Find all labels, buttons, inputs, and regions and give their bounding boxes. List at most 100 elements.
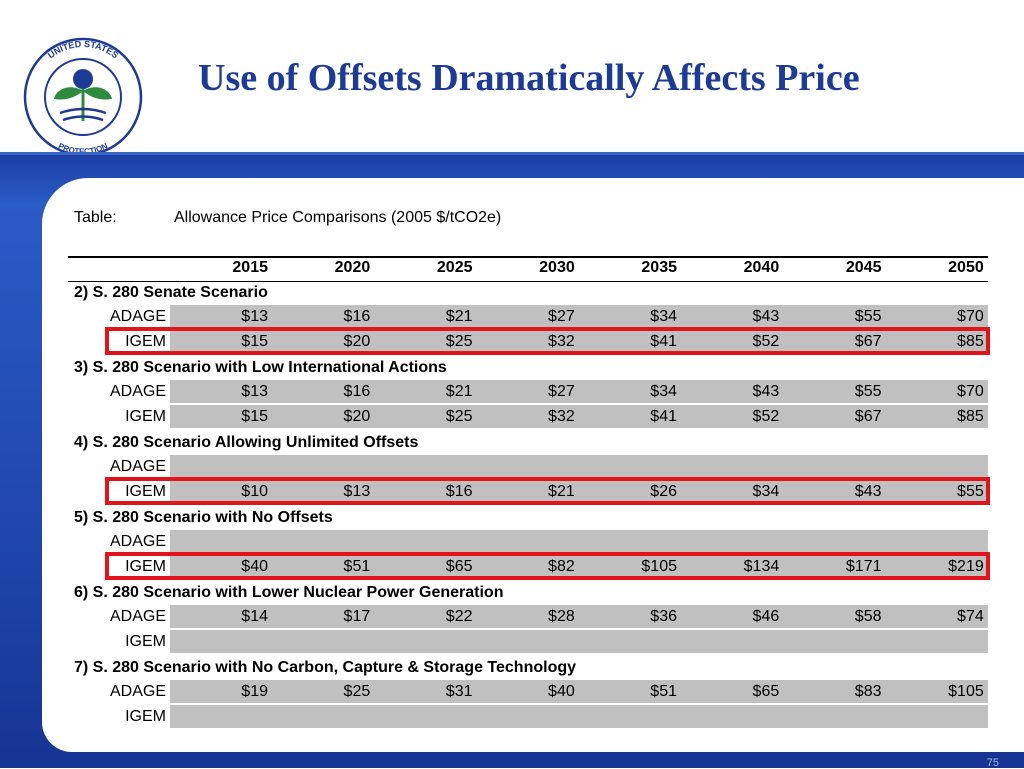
row-shading bbox=[170, 330, 988, 353]
price-cell: $219 bbox=[948, 558, 984, 575]
table-row: ADAGE $19 $25 $31 $40 $51 $65 $83 $105 bbox=[0, 680, 1024, 703]
row-shading bbox=[170, 380, 988, 403]
table-row: ADAGE $14 $17 $22 $28 $36 $46 $58 $74 bbox=[0, 605, 1024, 628]
price-cell: $51 bbox=[650, 683, 677, 700]
price-cell: $28 bbox=[548, 608, 575, 625]
price-cell: $55 bbox=[957, 483, 984, 500]
price-cell: $83 bbox=[854, 683, 882, 700]
price-cell: $13 bbox=[343, 483, 371, 500]
price-cell: $27 bbox=[548, 383, 575, 400]
section-title: 7) S. 280 Scenario with No Carbon, Captu… bbox=[74, 659, 577, 676]
year-header: 2020 bbox=[334, 259, 371, 276]
table-row: IGEM $10 $13 $16 $21 $26 $34 $43 $55 bbox=[0, 480, 1024, 503]
price-cell: $34 bbox=[650, 383, 677, 400]
row-model-label: IGEM bbox=[125, 708, 166, 725]
year-header: 2035 bbox=[641, 259, 677, 276]
price-cell: $52 bbox=[752, 408, 780, 425]
price-cell: $58 bbox=[854, 608, 882, 625]
row-shading bbox=[170, 705, 988, 728]
price-cell: $16 bbox=[343, 308, 371, 325]
table-row: IGEM $15 $20 $25 $32 $41 $52 $67 $85 bbox=[0, 330, 1024, 353]
table-caption-label: Table: bbox=[74, 209, 117, 226]
price-cell: $67 bbox=[854, 333, 882, 350]
row-model-label: IGEM bbox=[125, 558, 166, 575]
table-caption: Table: Allowance Price Comparisons (2005 … bbox=[74, 209, 501, 227]
price-cell: $13 bbox=[241, 383, 268, 400]
price-cell: $26 bbox=[650, 483, 677, 500]
price-cell: $25 bbox=[343, 683, 371, 700]
table-row: ADAGE $13 $16 $21 $27 $34 $43 $55 $70 bbox=[0, 305, 1024, 328]
section-title: 4) S. 280 Scenario Allowing Unlimited Of… bbox=[74, 434, 419, 451]
slide-number: 75 bbox=[986, 757, 999, 769]
price-cell: $55 bbox=[854, 383, 882, 400]
header-divider bbox=[0, 152, 1024, 157]
price-cell: $13 bbox=[241, 308, 268, 325]
price-cell: $27 bbox=[548, 308, 575, 325]
row-shading bbox=[170, 480, 988, 503]
row-shading bbox=[170, 455, 988, 478]
table-top-rule bbox=[68, 256, 988, 258]
row-model-label: ADAGE bbox=[109, 683, 166, 700]
row-model-label: ADAGE bbox=[109, 308, 166, 325]
row-model-label: ADAGE bbox=[109, 533, 166, 550]
table-row: IGEM bbox=[0, 705, 1024, 728]
price-cell: $82 bbox=[548, 558, 575, 575]
slide-header: UNITED STATES PROTECTION Use of Offsets … bbox=[0, 0, 1024, 155]
price-cell: $41 bbox=[650, 408, 677, 425]
year-header-row: 2015 2020 2025 2030 2035 2040 2045 2050 bbox=[170, 259, 988, 281]
price-cell: $65 bbox=[445, 558, 473, 575]
highlight-box bbox=[105, 327, 990, 355]
row-model-label: IGEM bbox=[125, 633, 166, 650]
row-model-label: IGEM bbox=[125, 408, 166, 425]
row-shading bbox=[170, 305, 988, 328]
price-cell: $17 bbox=[343, 608, 371, 625]
price-cell: $20 bbox=[343, 408, 371, 425]
year-header: 2045 bbox=[845, 259, 882, 276]
price-cell: $43 bbox=[752, 308, 780, 325]
section-title: 3) S. 280 Scenario with Low Internationa… bbox=[74, 359, 447, 376]
section-title: 2) S. 280 Senate Scenario bbox=[74, 284, 268, 301]
row-shading bbox=[170, 530, 988, 553]
price-cell: $70 bbox=[957, 383, 984, 400]
price-cell: $41 bbox=[650, 333, 677, 350]
price-cell: $43 bbox=[752, 383, 780, 400]
row-shading bbox=[170, 630, 988, 653]
year-header: 2025 bbox=[436, 259, 473, 276]
price-cell: $31 bbox=[445, 683, 473, 700]
price-cell: $40 bbox=[548, 683, 575, 700]
price-cell: $70 bbox=[957, 308, 984, 325]
table-row: ADAGE $13 $16 $21 $27 $34 $43 $55 $70 bbox=[0, 380, 1024, 403]
row-shading bbox=[170, 405, 988, 428]
row-model-label: ADAGE bbox=[109, 458, 166, 475]
price-cell: $171 bbox=[845, 558, 882, 575]
price-cell: $134 bbox=[743, 558, 780, 575]
table-row: ADAGE bbox=[0, 455, 1024, 478]
price-cell: $15 bbox=[241, 408, 268, 425]
price-cell: $105 bbox=[948, 683, 984, 700]
price-cell: $36 bbox=[650, 608, 677, 625]
row-model-label: ADAGE bbox=[109, 608, 166, 625]
row-shading bbox=[170, 555, 988, 578]
section-title: 5) S. 280 Scenario with No Offsets bbox=[74, 509, 333, 526]
price-cell: $67 bbox=[854, 408, 882, 425]
price-cell: $14 bbox=[241, 608, 268, 625]
table-header-rule bbox=[68, 281, 988, 282]
row-shading bbox=[170, 605, 988, 628]
table-row: IGEM $15 $20 $25 $32 $41 $52 $67 $85 bbox=[0, 405, 1024, 428]
price-cell: $32 bbox=[548, 408, 575, 425]
price-cell: $16 bbox=[445, 483, 473, 500]
leaf-left-icon bbox=[54, 87, 83, 100]
price-cell: $25 bbox=[445, 333, 473, 350]
price-cell: $51 bbox=[343, 558, 371, 575]
price-cell: $46 bbox=[752, 608, 780, 625]
price-cell: $55 bbox=[854, 308, 882, 325]
price-cell: $16 bbox=[343, 383, 371, 400]
highlight-box bbox=[105, 552, 990, 580]
price-cell: $22 bbox=[445, 608, 473, 625]
table-row: IGEM bbox=[0, 630, 1024, 653]
price-cell: $25 bbox=[445, 408, 473, 425]
row-model-label: ADAGE bbox=[109, 383, 166, 400]
price-cell: $21 bbox=[548, 483, 575, 500]
price-cell: $43 bbox=[854, 483, 882, 500]
price-cell: $15 bbox=[241, 333, 268, 350]
